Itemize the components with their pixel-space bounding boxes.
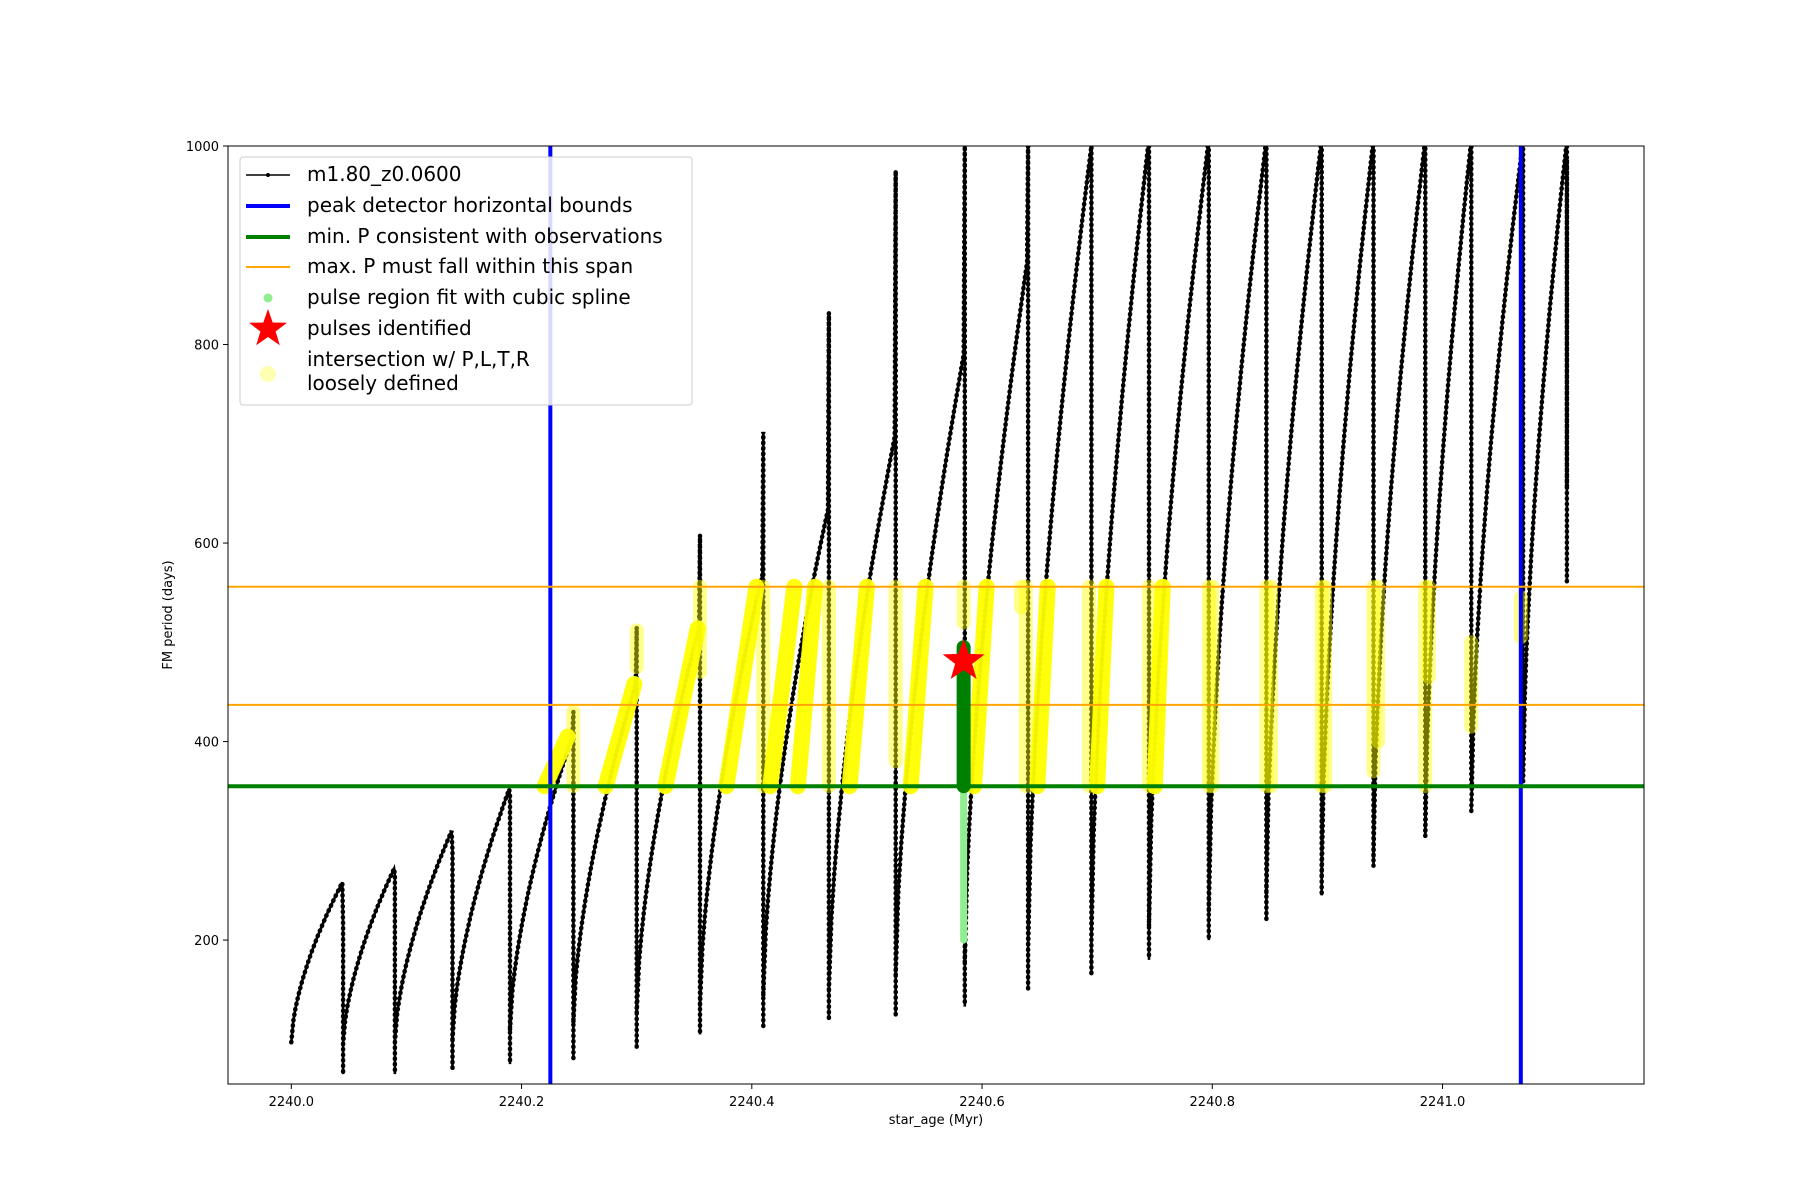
legend-label-4: pulse region fit with cubic spline <box>307 285 631 309</box>
intersection-rising-7 <box>902 578 934 795</box>
y-tick-label-0: 200 <box>194 934 219 949</box>
intersection-rising-5 <box>789 578 824 795</box>
x-tick-label-3: 2240.6 <box>959 1095 1005 1110</box>
x-tick-label-2: 2240.4 <box>729 1095 775 1110</box>
intersection-rising-9 <box>1029 578 1056 795</box>
x-tick-label-5: 2241.0 <box>1420 1095 1466 1110</box>
y-tick-label-1: 400 <box>194 736 219 751</box>
intersection-rising-3 <box>718 578 765 795</box>
x-tick-label-0: 2240.0 <box>269 1095 315 1110</box>
intersection-group <box>536 578 1528 795</box>
x-tick-label-1: 2240.2 <box>499 1095 545 1110</box>
y-tick-label-2: 600 <box>194 537 219 552</box>
y-axis-label: FM period (days) <box>161 560 176 669</box>
y-tick-label-4: 1000 <box>186 140 219 155</box>
legend-star <box>249 309 287 346</box>
axes: 2240.0 2240.2 2240.4 2240.6 2240.8 2241.0 200 4… <box>186 140 1465 1110</box>
legend-frame <box>239 156 693 406</box>
intersection-rising-4 <box>762 578 803 795</box>
legend-handle-6 <box>260 366 276 382</box>
legend-handle-4 <box>263 293 273 303</box>
legend-label-5: pulses identified <box>307 316 472 340</box>
plot-frame <box>227 145 1645 1085</box>
y-tick-label-3: 800 <box>194 339 219 354</box>
legend-label-2: min. P consistent with observations <box>307 224 663 248</box>
legend-label-3: max. P must fall within this span <box>307 254 633 278</box>
legend-dot <box>266 173 270 177</box>
legend-label-6-1: loosely defined <box>307 371 459 395</box>
pulse-group <box>942 639 985 944</box>
intersection-rising-1 <box>597 675 643 795</box>
x-tick-label-4: 2240.8 <box>1190 1095 1236 1110</box>
pulse-star-0 <box>942 639 985 679</box>
legend-circle <box>260 366 276 382</box>
legend-handle-0 <box>246 173 290 177</box>
x-axis-label: star_age (Myr) <box>889 1113 983 1128</box>
legend-label-6-0: intersection w/ P,L,T,R <box>307 347 530 371</box>
legend-label-0: m1.80_z0.0600 <box>307 162 462 186</box>
legend-handle-5 <box>249 309 287 346</box>
intersection-rising-6 <box>841 578 875 795</box>
intersection-rising-11 <box>1146 578 1171 795</box>
intersection-rising-10 <box>1089 578 1115 795</box>
legend-label-1: peak detector horizontal bounds <box>307 193 633 217</box>
intersection-rising-2 <box>657 620 706 795</box>
legend-dot <box>263 293 273 303</box>
plot-area <box>228 146 1644 1084</box>
intersection-rising-8 <box>965 578 995 795</box>
